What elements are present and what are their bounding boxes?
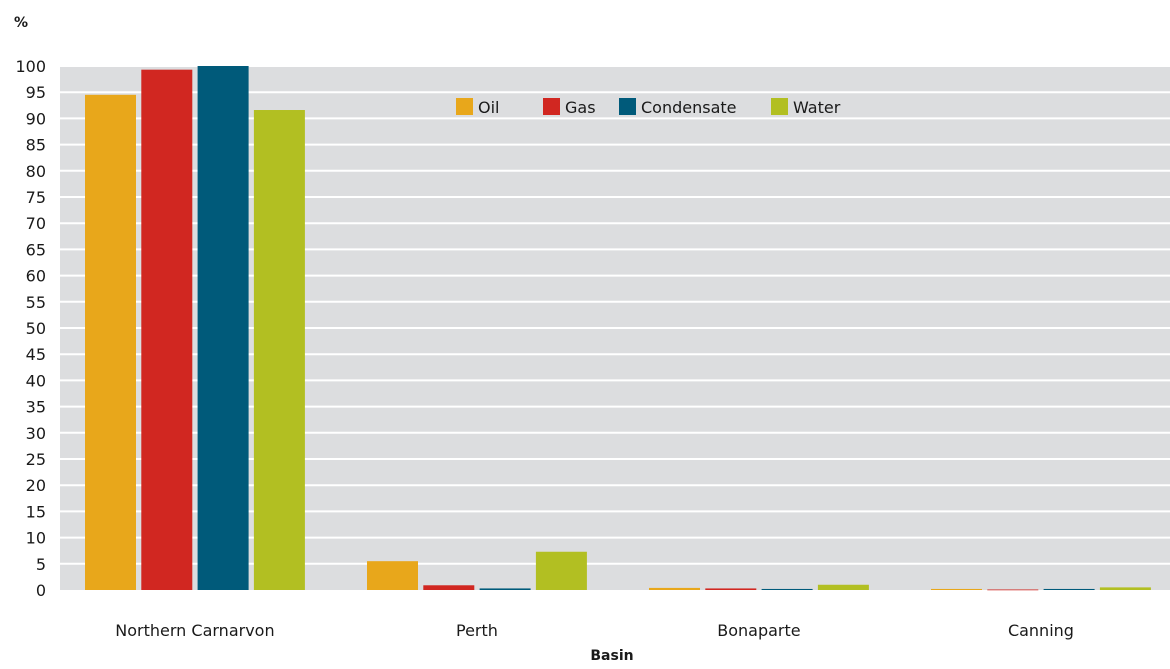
- bar-gas-canning: [987, 589, 1039, 591]
- bar-gas-northern-carnarvon: [141, 69, 193, 591]
- bars: [85, 66, 1151, 591]
- legend-swatch: [619, 98, 636, 115]
- bar-water-northern-carnarvon: [253, 110, 305, 591]
- y-tick-label: 95: [26, 83, 46, 102]
- legend-label: Water: [793, 98, 841, 117]
- bar-oil-canning: [931, 588, 982, 590]
- y-tick-label: 80: [26, 162, 46, 181]
- bar-water-perth: [535, 551, 587, 590]
- x-category-label: Perth: [456, 621, 498, 640]
- y-tick-label: 20: [26, 476, 46, 495]
- y-tick-label: 70: [26, 214, 46, 233]
- bar-oil-bonaparte: [649, 587, 700, 590]
- bar-condensate-perth: [479, 588, 531, 590]
- y-tick-label: 50: [26, 319, 46, 338]
- legend-item-oil: Oil: [456, 98, 499, 117]
- bar-water-bonaparte: [817, 584, 869, 590]
- y-axis-ticks: 0 5 10 15 20 25 30 35 40 45 50 55 60 65 70 75 80 85 90 95 10…: [15, 57, 46, 600]
- legend-item-water: Water: [771, 98, 841, 117]
- y-tick-label: 25: [26, 450, 46, 469]
- legend: Oil Gas Condensate Water: [456, 98, 841, 117]
- y-tick-label: 75: [26, 188, 46, 207]
- y-tick-label: 90: [26, 109, 46, 128]
- y-tick-label: 30: [26, 424, 46, 443]
- y-tick-label: 55: [26, 293, 46, 312]
- bar-oil-northern-carnarvon: [85, 94, 136, 590]
- bar-condensate-northern-carnarvon: [197, 66, 249, 590]
- bar-gas-bonaparte: [705, 588, 757, 590]
- y-tick-label: 65: [26, 240, 46, 259]
- bar-condensate-bonaparte: [761, 588, 813, 590]
- y-tick-label: 10: [26, 529, 46, 548]
- bar-condensate-canning: [1043, 588, 1095, 590]
- y-tick-label: 100: [15, 57, 46, 76]
- bar-gas-perth: [423, 585, 475, 590]
- legend-swatch: [543, 98, 560, 115]
- y-tick-label: 5: [36, 555, 46, 574]
- legend-swatch: [456, 98, 473, 115]
- y-tick-label: 45: [26, 345, 46, 364]
- legend-item-gas: Gas: [543, 98, 596, 117]
- legend-label: Gas: [565, 98, 596, 117]
- x-axis-title: Basin: [590, 648, 633, 664]
- legend-swatch: [771, 98, 788, 115]
- y-axis-title: %: [14, 15, 28, 31]
- y-tick-label: 40: [26, 371, 46, 390]
- legend-item-condensate: Condensate: [619, 98, 737, 117]
- y-tick-label: 35: [26, 398, 46, 417]
- legend-label: Oil: [478, 98, 499, 117]
- y-tick-label: 15: [26, 502, 46, 521]
- y-tick-label: 0: [36, 581, 46, 600]
- x-category-label: Bonaparte: [717, 621, 800, 640]
- y-tick-label: 60: [26, 267, 46, 286]
- bar-water-canning: [1099, 587, 1151, 590]
- legend-label: Condensate: [641, 98, 737, 117]
- y-tick-label: 85: [26, 136, 46, 155]
- bar-oil-perth: [367, 561, 418, 590]
- x-axis-categories: Northern Carnarvon Perth Bonaparte Canning: [115, 621, 1074, 640]
- x-category-label: Canning: [1008, 621, 1074, 640]
- x-category-label: Northern Carnarvon: [115, 621, 274, 640]
